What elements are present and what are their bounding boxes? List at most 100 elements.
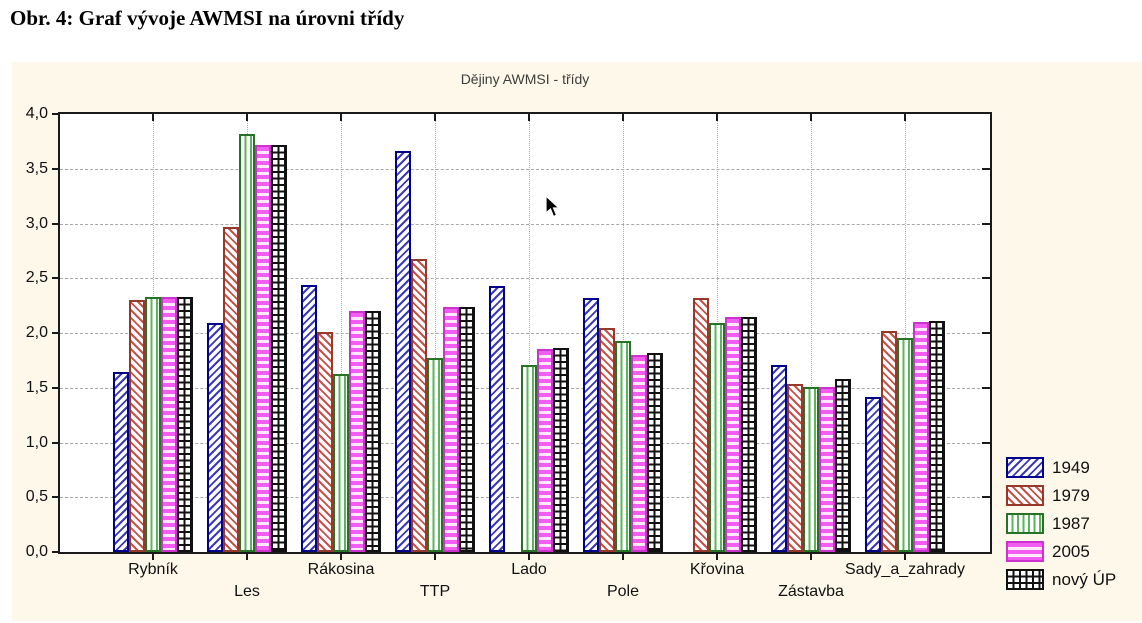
legend-item: nový ÚP	[1006, 569, 1116, 590]
bar-nový ÚP-Les	[271, 145, 287, 552]
right-tick	[982, 386, 990, 389]
x-tick	[340, 554, 342, 560]
bar-2005-Křovina	[725, 317, 741, 552]
x-category-label: Zástavba	[778, 583, 844, 600]
bar-2005-Zástavba	[819, 387, 835, 552]
gridline-h	[60, 333, 990, 334]
legend-label: 2005	[1052, 541, 1090, 561]
legend-label: 1979	[1052, 485, 1090, 505]
bar-1987-Lado	[521, 365, 537, 552]
bar-1949-TTP	[395, 151, 411, 552]
bar-1979-TTP	[411, 259, 427, 552]
bar-2005-Les	[255, 145, 271, 552]
gridline-v	[341, 114, 342, 552]
legend-label: 1987	[1052, 513, 1090, 533]
bar-1979-Zástavba	[787, 384, 803, 552]
bar-1949-Rybník	[113, 372, 129, 552]
x-category-label: Pole	[606, 583, 640, 600]
top-tick	[810, 114, 812, 121]
y-tick-label: 0,0	[25, 543, 48, 560]
bar-nový ÚP-TTP	[459, 307, 475, 552]
y-tick	[52, 277, 58, 280]
x-category-label: TTP	[419, 583, 451, 600]
bar-1987-TTP	[427, 358, 443, 552]
bar-1979-Sady_a_zahrady	[881, 331, 897, 552]
y-tick-label: 1,0	[25, 433, 48, 451]
legend-swatch-1979	[1006, 485, 1044, 506]
bar-1979-Rákosina	[317, 332, 333, 552]
bar-2005-Sady_a_zahrady	[913, 322, 929, 552]
x-category-label: Sady_a_zahrady	[844, 561, 966, 578]
x-tick	[246, 554, 248, 560]
bar-2005-Rybník	[161, 297, 177, 552]
y-tick	[52, 441, 58, 444]
x-category-label: Les	[234, 583, 260, 600]
gridline-v	[623, 114, 624, 552]
x-tick	[528, 554, 530, 560]
y-tick	[52, 386, 58, 389]
x-tick	[716, 554, 718, 560]
x-category-label: Rákosina	[307, 561, 375, 578]
bar-1949-Zástavba	[771, 365, 787, 552]
gridline-h	[60, 223, 990, 225]
bar-1949-Lado	[489, 286, 505, 552]
x-tick	[904, 554, 906, 560]
bar-1987-Křovina	[709, 323, 725, 552]
top-tick	[434, 114, 436, 121]
right-tick	[982, 332, 990, 334]
bar-1949-Les	[207, 323, 223, 552]
plot-area	[58, 112, 992, 554]
bar-1979-Pole	[599, 328, 615, 552]
y-tick-label: 1,5	[25, 378, 48, 396]
x-category-label: Křovina	[689, 561, 745, 578]
bar-2005-Rákosina	[349, 311, 365, 552]
y-tick-label: 3,0	[25, 214, 48, 232]
y-tick	[52, 551, 58, 553]
bar-1979-Les	[223, 227, 239, 552]
y-tick-label: 2,5	[25, 269, 48, 287]
legend-swatch-1987	[1006, 513, 1044, 534]
legend-swatch-1949	[1006, 457, 1044, 478]
right-tick	[982, 441, 990, 444]
bar-1979-Křovina	[693, 298, 709, 552]
x-tick	[434, 554, 436, 560]
x-category-label: Lado	[511, 561, 547, 578]
gridline-v	[435, 114, 436, 552]
chart-title: Dějiny AWMSI - třídy	[460, 71, 590, 87]
legend-item: 1987	[1006, 513, 1116, 534]
right-tick	[982, 167, 990, 170]
y-tick-label: 4,0	[25, 105, 48, 122]
top-tick	[904, 114, 906, 121]
y-tick	[52, 113, 58, 115]
y-tick	[52, 496, 58, 499]
bar-nový ÚP-Sady_a_zahrady	[929, 321, 945, 552]
legend-item: 1979	[1006, 485, 1116, 506]
right-tick	[982, 222, 990, 225]
gridline-v	[811, 114, 812, 552]
y-tick	[52, 222, 58, 225]
gridline-h	[60, 278, 990, 280]
bar-nový ÚP-Rybník	[177, 297, 193, 552]
mouse-cursor-icon	[545, 195, 560, 218]
bar-nový ÚP-Lado	[553, 348, 569, 552]
top-tick	[152, 114, 154, 121]
bar-1987-Zástavba	[803, 387, 819, 552]
bar-1979-Rybník	[129, 300, 145, 552]
bar-2005-Pole	[631, 355, 647, 552]
legend: 1949 1979 1987 2005 nový ÚP	[1006, 457, 1116, 597]
top-tick	[716, 114, 718, 121]
bar-1987-Les	[239, 134, 255, 552]
bar-1949-Rákosina	[301, 285, 317, 552]
right-tick	[982, 496, 990, 499]
bar-nový ÚP-Křovina	[741, 317, 757, 552]
y-tick	[52, 167, 58, 170]
bar-1987-Rákosina	[333, 374, 349, 552]
top-tick	[622, 114, 624, 121]
bar-1949-Sady_a_zahrady	[865, 397, 881, 552]
bar-nový ÚP-Rákosina	[365, 311, 381, 552]
right-tick	[982, 277, 990, 280]
top-tick	[340, 114, 342, 121]
legend-swatch-2005	[1006, 541, 1044, 562]
y-tick-label: 3,5	[25, 159, 48, 177]
